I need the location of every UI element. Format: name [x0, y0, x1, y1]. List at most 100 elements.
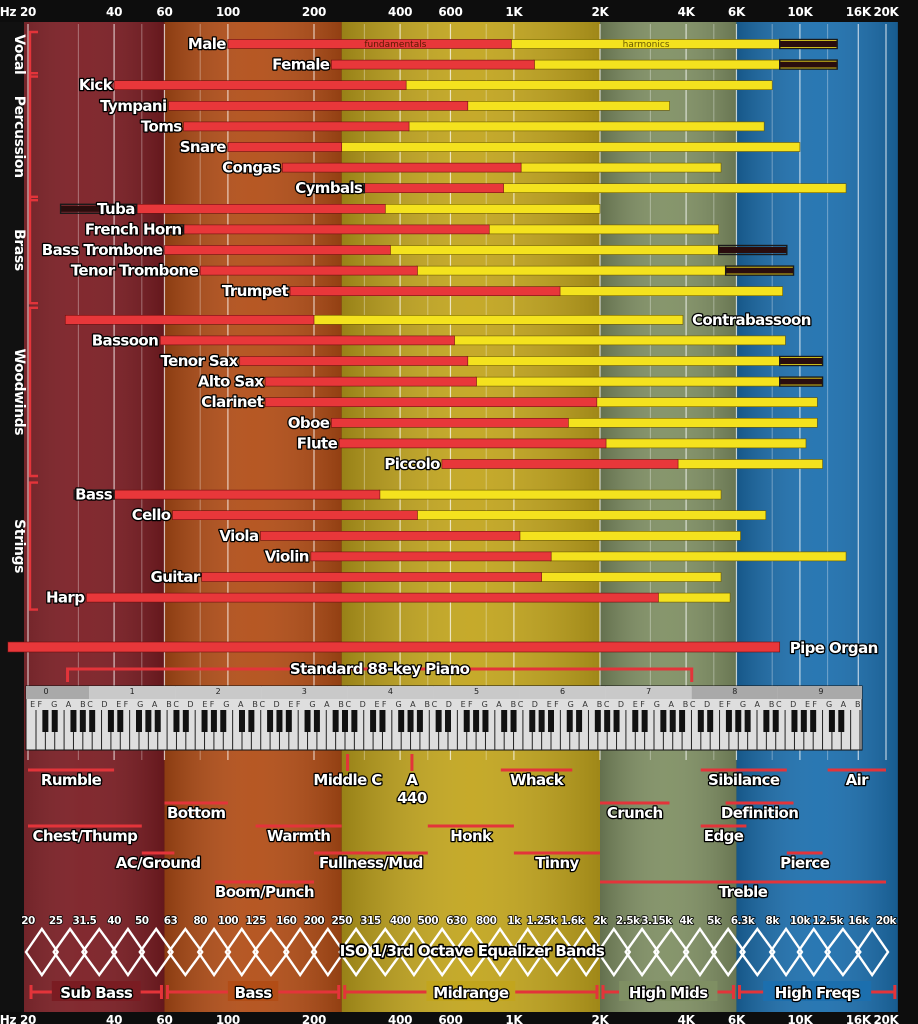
fundamentals-bar	[338, 438, 607, 449]
black-key	[342, 710, 348, 732]
black-key	[725, 710, 732, 732]
black-key	[641, 710, 648, 732]
black-key	[772, 710, 779, 732]
black-key	[210, 710, 217, 732]
octave-header	[605, 686, 692, 699]
instrument-row-bassoon: Bassoon	[90, 330, 786, 351]
descriptor-label: Pierce	[780, 854, 830, 872]
instrument-row-cello: Cello	[130, 505, 767, 526]
piano-range-label: Standard 88-key Piano	[290, 660, 470, 678]
fundamentals-bar	[86, 592, 659, 603]
note-name-label: A	[755, 700, 761, 709]
black-key	[510, 710, 517, 732]
descriptor-label: Tinny	[535, 854, 579, 872]
eq-band-shape	[796, 926, 832, 978]
black-key	[239, 710, 245, 732]
note-name-label: F	[124, 700, 129, 709]
fundamentals-bar	[289, 286, 561, 297]
note-name-label: G	[223, 700, 229, 709]
bottom-axis-tick-label: 20K	[873, 1013, 899, 1024]
note-name-label: B	[769, 700, 775, 709]
extended-range-bar	[779, 358, 823, 364]
instrument-row-bass-trombone: Bass Trombone	[41, 240, 788, 260]
black-key	[332, 710, 339, 732]
instrument-row-female: Female	[271, 54, 838, 75]
instrument-row-contrabassoon: Contrabassoon	[64, 309, 813, 330]
black-key	[810, 710, 817, 732]
instrument-label: Flute	[297, 434, 338, 452]
black-key	[735, 710, 742, 732]
instrument-label: Trumpet	[222, 282, 289, 300]
octave-number-label: 2	[216, 687, 221, 696]
pipe-organ-bar	[7, 641, 781, 653]
harmonics-bar	[502, 183, 847, 193]
descriptor-label: Treble	[719, 883, 768, 901]
eq-band-frequency-label: 200	[304, 915, 325, 927]
note-name-label: F	[640, 700, 645, 709]
black-key	[182, 710, 189, 732]
eq-band-shape	[396, 926, 432, 978]
bottom-axis-tick-label: 2K	[591, 1013, 609, 1024]
eq-band-frequency-label: 16k	[848, 915, 870, 927]
eq-band-shape	[824, 927, 862, 977]
top-axis-tick-label: 600	[438, 5, 462, 19]
instrument-row-bass: Bass	[73, 484, 722, 505]
descriptor-label: Warmth	[267, 827, 330, 845]
instrument-label: Female	[272, 56, 330, 74]
note-name-label: D	[101, 700, 107, 709]
octave-header	[347, 686, 434, 699]
eq-band-frequency-label: 1.25k	[526, 915, 558, 927]
descriptor-label: Crunch	[607, 804, 663, 822]
black-key	[632, 710, 639, 732]
extended-range-bar	[779, 378, 823, 385]
note-name-label: G	[51, 700, 57, 709]
fundamentals-bar	[159, 335, 455, 346]
eq-band-shape	[568, 926, 604, 978]
instrument-row-congas: Congas	[221, 157, 722, 178]
note-name-label: A	[668, 700, 674, 709]
note-name-label: B	[511, 700, 517, 709]
top-axis-tick-label: 16K	[846, 5, 872, 19]
note-name-label: B	[683, 700, 689, 709]
note-name-label: C	[690, 700, 696, 709]
black-key	[594, 710, 601, 732]
eq-band-frequency-label: 31.5	[72, 915, 96, 927]
extended-range-outline	[717, 244, 788, 256]
instrument-label: Tuba	[97, 200, 135, 218]
note-name-label: A	[410, 700, 416, 709]
black-key	[445, 710, 451, 732]
extended-range-outline	[163, 224, 185, 235]
fundamentals-bar	[441, 459, 679, 469]
eq-band-shape	[739, 926, 776, 978]
instrument-label: Tenor Sax	[161, 352, 239, 370]
harmonics-bar	[378, 489, 722, 500]
piano-range-bracket	[66, 667, 694, 682]
region-label-backdrop	[619, 981, 718, 1001]
fundamentals-bar	[364, 183, 504, 193]
descriptor-label: Definition	[721, 804, 798, 822]
descriptor-label: Rumble	[41, 771, 102, 789]
instrument-row-french-horn: French Horn	[84, 219, 719, 240]
instrument-row-violin: Violin	[263, 546, 847, 567]
note-name-label: D	[360, 700, 366, 709]
eq-band-frequency-label: 63	[164, 915, 178, 927]
descriptor-label: A	[406, 771, 418, 789]
eq-band-shape	[538, 927, 576, 977]
extended-range-bar	[779, 41, 838, 47]
instrument-label: Toms	[141, 117, 182, 135]
black-key	[482, 710, 489, 732]
top-axis-tick-label: 100	[216, 5, 240, 19]
instrument-label: Male	[188, 35, 226, 53]
eq-band-shape	[310, 926, 346, 978]
black-key	[669, 710, 676, 732]
harmonics-bar	[540, 572, 722, 582]
harmonics-bar	[487, 224, 719, 235]
eq-band-frequency-label: 1.6k	[560, 915, 585, 927]
black-key	[154, 710, 161, 732]
top-axis-tick-label: 200	[302, 5, 326, 19]
extended-range-bar	[725, 267, 794, 274]
instrument-row-toms: Toms	[140, 116, 765, 137]
black-key	[576, 710, 583, 732]
black-key	[313, 710, 320, 732]
